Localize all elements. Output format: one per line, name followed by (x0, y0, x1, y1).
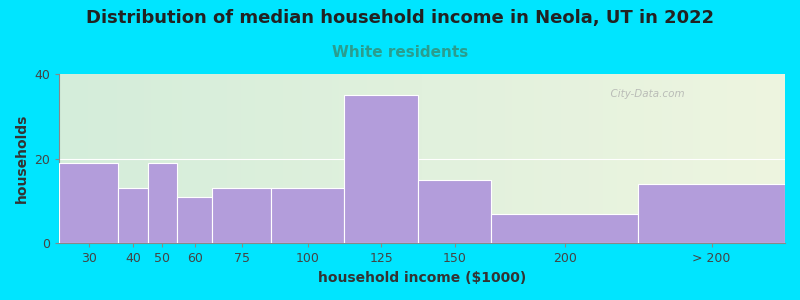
Bar (118, 188, 147, 243)
Text: Distribution of median household income in Neola, UT in 2022: Distribution of median household income … (86, 9, 714, 27)
Bar (344, 95, 418, 243)
Bar (271, 188, 344, 243)
Bar (491, 214, 638, 243)
Bar (212, 188, 271, 243)
Text: White residents: White residents (332, 45, 468, 60)
Bar (147, 163, 177, 243)
Y-axis label: households: households (15, 114, 29, 203)
Bar (418, 180, 491, 243)
Bar (177, 197, 212, 243)
Text: City-Data.com: City-Data.com (604, 89, 684, 99)
Bar (638, 184, 785, 243)
X-axis label: household income ($1000): household income ($1000) (318, 271, 526, 285)
Bar (59, 163, 118, 243)
